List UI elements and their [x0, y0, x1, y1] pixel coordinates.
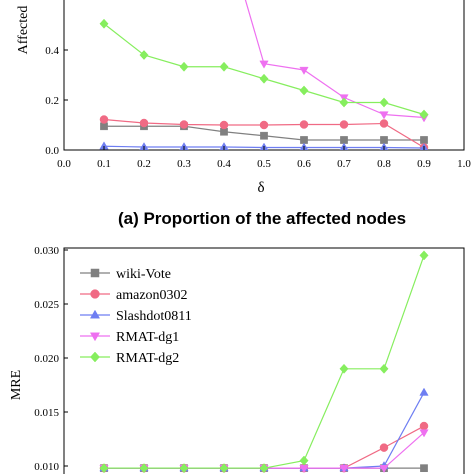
legend-item: wiki-Vote [80, 267, 171, 282]
data-point [379, 97, 389, 108]
data-point [99, 115, 109, 124]
data-point [300, 136, 308, 144]
series-rmat-dg1 [244, 0, 429, 123]
data-point [420, 136, 428, 144]
legend-label: RMAT-dg1 [116, 330, 179, 345]
data-point [179, 463, 189, 474]
x-tick-label: 0.2 [137, 158, 151, 170]
data-point [340, 136, 348, 144]
legend-item: RMAT-dg1 [80, 330, 179, 345]
data-point [339, 465, 349, 474]
data-point [379, 119, 389, 128]
series-amazon0302 [99, 115, 429, 150]
y-axis-label: Affected [16, 6, 31, 55]
x-tick-label: 0.0 [57, 158, 71, 170]
chart-mre: 0.010 0.015 0.020 0.025 0.030 MRE wiki-Vote a… [9, 245, 465, 474]
x-axis-label: δ [257, 180, 264, 196]
data-point [259, 60, 269, 69]
data-point [179, 61, 189, 72]
x-tick-label: 0.6 [297, 158, 311, 170]
x-tick-label: 1.0 [457, 158, 471, 170]
data-point [219, 463, 229, 474]
data-point [379, 363, 389, 374]
data-point [99, 463, 109, 474]
series-line [244, 0, 425, 119]
data-point [379, 443, 389, 452]
y-tick-label: 0.020 [34, 353, 59, 365]
series-line [104, 432, 425, 469]
chart-caption: (a) Proportion of the affected nodes [118, 209, 406, 228]
x-tick-label: 0.7 [337, 158, 351, 170]
data-point [380, 136, 388, 144]
series-line [104, 425, 425, 469]
data-point [219, 61, 229, 72]
data-point [339, 120, 349, 129]
x-tick-label: 0.9 [417, 158, 431, 170]
data-point [419, 421, 429, 431]
legend-label: amazon0302 [116, 288, 188, 303]
x-tick-label: 0.3 [177, 158, 191, 170]
legend-label: wiki-Vote [116, 267, 171, 282]
y-tick-label: 0.4 [45, 45, 59, 57]
legend-item: RMAT-dg2 [80, 351, 179, 366]
legend-marker [90, 289, 100, 299]
data-point [299, 120, 309, 129]
y-tick-label: 0.025 [34, 299, 59, 311]
legend-marker [89, 332, 101, 342]
data-point [419, 429, 429, 438]
data-point [139, 463, 149, 474]
legend-item: amazon0302 [80, 288, 188, 303]
x-tick-label: 0.5 [257, 158, 271, 170]
data-point [299, 455, 309, 466]
legend-marker [89, 309, 101, 319]
x-tick-label: 0.1 [97, 158, 111, 170]
data-point [420, 464, 428, 473]
legend-label: RMAT-dg2 [116, 351, 179, 366]
plot-frame [63, 247, 465, 474]
data-point [179, 120, 189, 129]
y-tick-label: 0.030 [34, 245, 59, 257]
data-point [139, 118, 149, 128]
data-point [419, 250, 429, 261]
x-tick-label: 0.4 [217, 158, 231, 170]
chart-affected-nodes: 0.0 0.1 0.2 0.3 0.4 0.5 0.6 0.7 0.8 0.9 1.0 0.0 0.2… [16, 0, 471, 228]
data-point [339, 363, 349, 374]
legend-item: Slashdot0811 [80, 309, 192, 324]
series-line [104, 392, 425, 469]
legend-marker [90, 268, 100, 278]
y-axis-label: MRE [9, 370, 24, 400]
x-tick-label: 0.8 [377, 158, 391, 170]
data-point [299, 85, 309, 96]
series-rmat-dg2 [99, 18, 429, 120]
legend-marker [90, 351, 100, 363]
legend-label: Slashdot0811 [116, 309, 192, 324]
data-point [259, 120, 269, 130]
data-point [99, 18, 109, 29]
data-point [219, 120, 229, 130]
y-tick-label: 0.010 [34, 461, 59, 473]
data-point [259, 463, 269, 474]
y-tick-label: 0.0 [45, 145, 59, 157]
data-point [379, 111, 389, 120]
data-point [419, 387, 429, 396]
series-line [103, 23, 425, 116]
legend: wiki-Vote amazon0302 Slashdot0811 RMAT-dg1 R… [80, 267, 192, 366]
data-point [339, 97, 349, 108]
data-point [299, 66, 309, 75]
data-point [139, 50, 149, 60]
data-point [260, 131, 268, 140]
y-tick-label: 0.2 [45, 95, 59, 107]
data-point [419, 109, 429, 120]
series-slashdot0811 [99, 387, 429, 472]
data-point [379, 465, 389, 474]
series-rmat-dg2 [99, 250, 429, 474]
y-tick-label: 0.015 [34, 407, 59, 419]
data-point [259, 73, 269, 84]
